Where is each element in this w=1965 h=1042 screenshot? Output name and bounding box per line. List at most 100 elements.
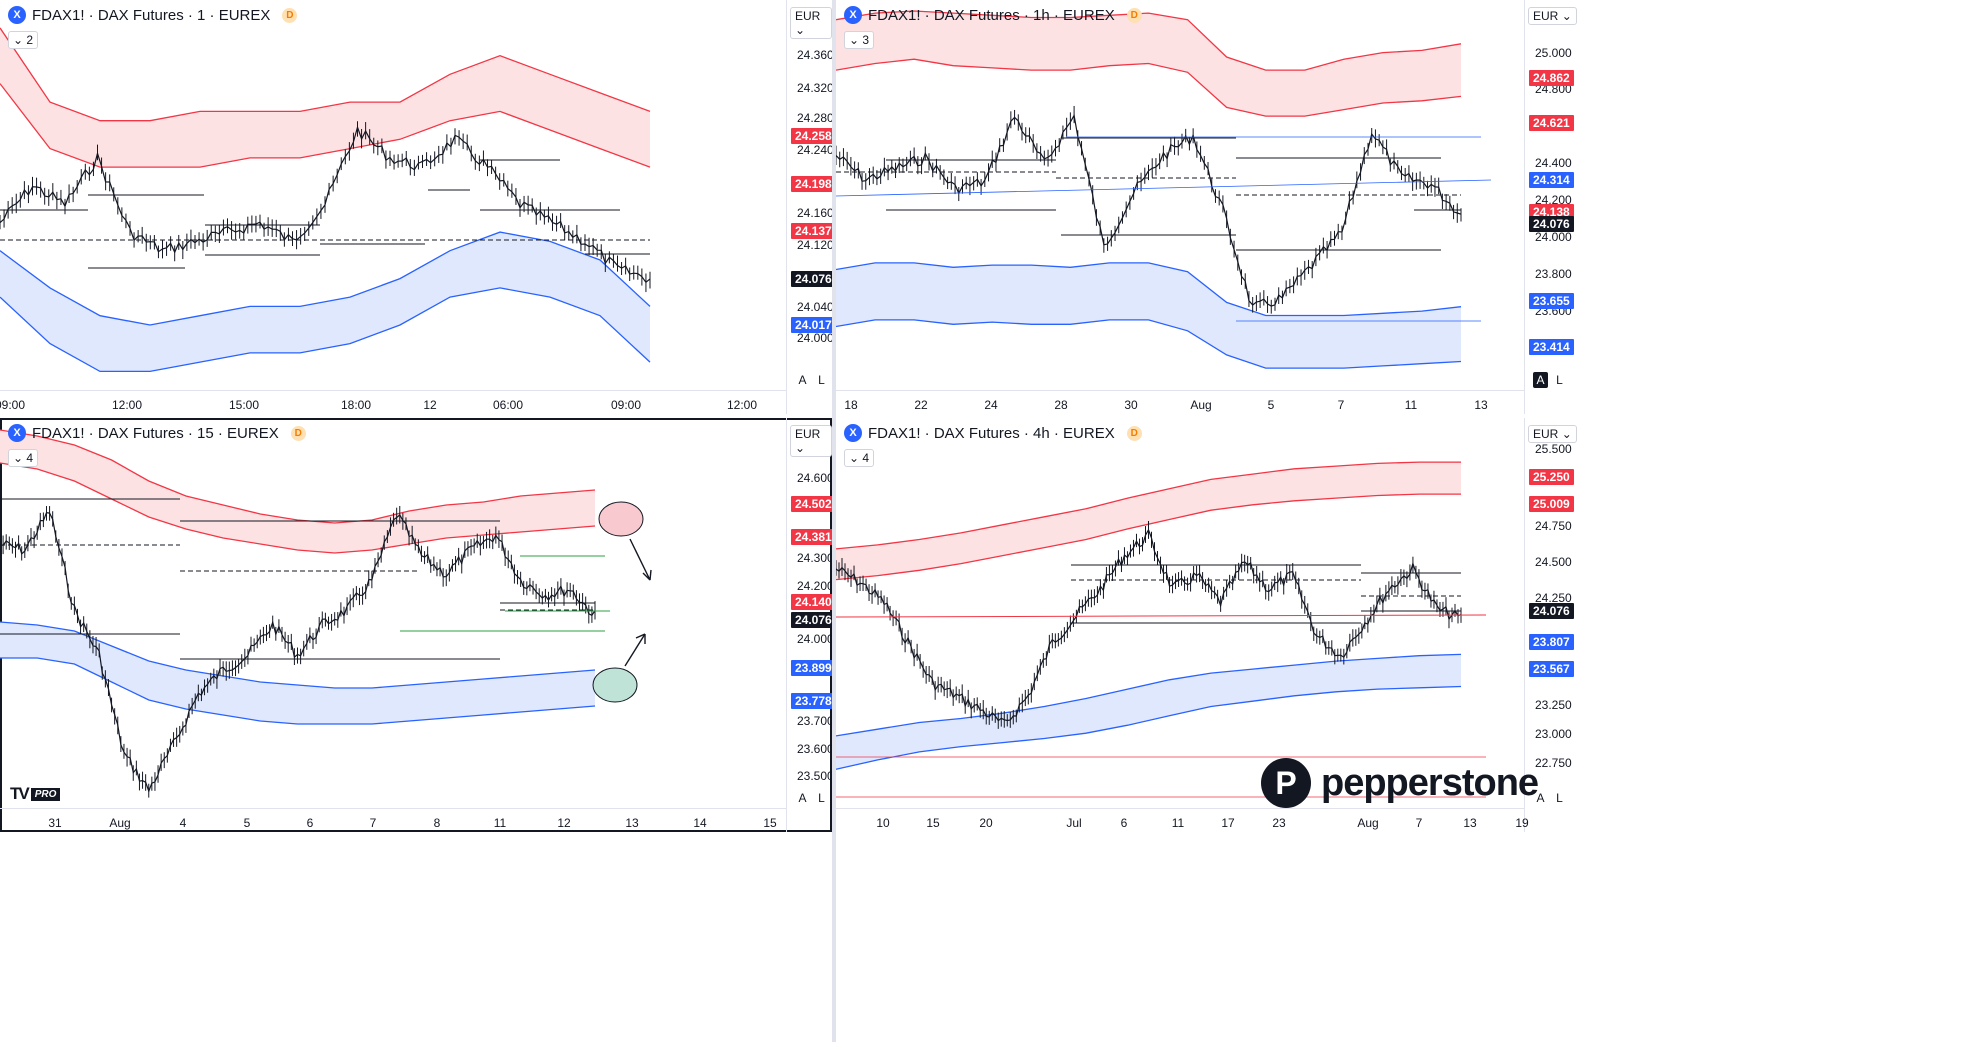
currency-select[interactable]: EUR ⌄: [790, 7, 832, 39]
upper-band-outer-line: [836, 461, 1461, 550]
watermark-label: PRO: [30, 787, 61, 801]
chart-canvas[interactable]: [0, 0, 832, 414]
time-axis[interactable]: 10 15 20 Jul 6 11 17 23 Aug 7 13 19: [836, 808, 1529, 832]
currency-label: EUR: [1533, 9, 1559, 23]
symbol-title[interactable]: FDAX1! · DAX Futures · 15 · EUREX: [32, 424, 279, 442]
currency-select[interactable]: EUR ⌄: [1528, 425, 1577, 443]
lower-band-fill: [836, 654, 1461, 770]
log-scale-button[interactable]: L: [818, 791, 825, 805]
time-tick-label: 6: [1120, 816, 1128, 830]
symbol-header[interactable]: X FDAX1! · DAX Futures · 4h · EUREX D: [844, 424, 1142, 442]
chevron-down-icon: ⌄: [849, 33, 860, 47]
time-tick-label: 20: [979, 816, 993, 830]
log-scale-button[interactable]: L: [818, 373, 825, 387]
bullish-zone-circle: [592, 667, 638, 703]
price-tag: 23.807: [1529, 634, 1574, 650]
time-axis[interactable]: 18 22 24 28 30 Aug 5 7 11 13: [836, 390, 1524, 414]
time-tick-label: 12: [557, 816, 571, 830]
chart-pane-1h[interactable]: X FDAX1! · DAX Futures · 1h · EUREX D ⌄ …: [836, 0, 1965, 414]
upper-band-outer-line: [0, 429, 596, 524]
price-tick-label: 24.000: [797, 632, 832, 646]
upper-band-outer-line: [836, 10, 1462, 71]
price-tag: 24.140: [791, 594, 832, 610]
chart-pane-15min[interactable]: X FDAX1! · DAX Futures · 15 · EUREX D ⌄ …: [0, 418, 832, 832]
auto-scale-button[interactable]: A: [1533, 372, 1548, 388]
price-tick-label: 24.300: [797, 551, 832, 565]
symbol-header[interactable]: X FDAX1! · DAX Futures · 1 · EUREX D: [8, 6, 298, 24]
currency-select[interactable]: EUR ⌄: [790, 425, 832, 457]
price-axis[interactable]: 25.500 24.750 24.500 24.250 23.250 23.000 22.7…: [1524, 418, 1574, 832]
lower-band-inner-line: [836, 262, 1462, 317]
auto-scale-button[interactable]: A: [798, 791, 807, 805]
symbol-header[interactable]: X FDAX1! · DAX Futures · 15 · EUREX D: [8, 424, 306, 442]
price-tag: 24.862: [1529, 70, 1574, 86]
indicators-toggle[interactable]: ⌄ 4: [8, 449, 39, 467]
pane-splitter-vertical[interactable]: [832, 0, 836, 1042]
log-scale-button[interactable]: L: [1556, 791, 1563, 805]
symbol-logo-icon: X: [844, 6, 862, 24]
auto-scale-button[interactable]: A: [798, 373, 807, 387]
indicator-count: 2: [26, 33, 34, 47]
indicators-toggle[interactable]: ⌄ 3: [844, 31, 875, 49]
price-axis[interactable]: 25.000 24.800 24.400 24.200 24.000 23.800 23.6…: [1524, 0, 1574, 414]
time-tick-label: 8: [433, 816, 441, 830]
time-tick-label: 11: [1404, 398, 1418, 412]
time-tick-label: 15:00: [228, 398, 260, 412]
time-tick-label: Aug: [109, 816, 131, 830]
chart-pane-4h[interactable]: X FDAX1! · DAX Futures · 4h · EUREX D ⌄ …: [836, 418, 1965, 832]
indicators-toggle[interactable]: ⌄ 4: [844, 449, 875, 467]
price-tag: 24.076: [1529, 603, 1574, 619]
time-tick-label: 11: [1171, 816, 1185, 830]
upper-band-fill: [836, 462, 1461, 580]
upper-band-inner-line: [0, 83, 651, 168]
currency-label: EUR: [795, 427, 821, 441]
time-tick-label: 17: [1221, 816, 1235, 830]
price-tick-label: 25.000: [1535, 46, 1572, 60]
time-axis[interactable]: 31 Aug 4 5 6 7 8 11 12 13 14 15: [0, 808, 786, 832]
time-tick-label: 18:00: [340, 398, 372, 412]
price-series-line: [0, 125, 651, 284]
time-tick-label: 15: [926, 816, 940, 830]
indicators-toggle[interactable]: ⌄ 2: [8, 31, 39, 49]
time-axis[interactable]: 09:00 12:00 15:00 18:00 12 06:00 09:00 12:00: [0, 390, 786, 414]
indicator-count: 4: [862, 451, 870, 465]
delayed-data-icon[interactable]: D: [1126, 425, 1142, 441]
price-axis[interactable]: 24.70024.60024.30024.20024.00023.70023.6…: [786, 418, 832, 832]
price-tick-label: 24.200: [797, 579, 832, 593]
log-scale-button[interactable]: L: [1556, 373, 1563, 387]
symbol-title[interactable]: FDAX1! · DAX Futures · 1h · EUREX: [868, 6, 1115, 24]
currency-label: EUR: [795, 9, 821, 23]
price-tick-label: 24.040: [797, 300, 832, 314]
time-tick-label: 23: [1272, 816, 1286, 830]
delayed-data-icon[interactable]: D: [1126, 7, 1142, 23]
horizontal-blue-line: [836, 179, 1492, 197]
symbol-header[interactable]: X FDAX1! · DAX Futures · 1h · EUREX D: [844, 6, 1142, 24]
indicator-count: 4: [26, 451, 34, 465]
chart-canvas[interactable]: [836, 418, 1965, 832]
price-tag: 24.381: [791, 529, 832, 545]
price-tick-label: 23.600: [797, 742, 832, 756]
price-tick-label: 23.800: [1535, 267, 1572, 281]
lower-band-outer-line: [836, 319, 1462, 369]
price-axis[interactable]: 24.360 24.320 24.280 24.240 24.160 24.120 24.0…: [786, 0, 832, 414]
symbol-title[interactable]: FDAX1! · DAX Futures · 4h · EUREX: [868, 424, 1115, 442]
currency-select[interactable]: EUR ⌄: [1528, 7, 1577, 25]
time-tick-label: 28: [1054, 398, 1068, 412]
price-tag: 25.250: [1529, 469, 1574, 485]
symbol-title[interactable]: FDAX1! · DAX Futures · 1 · EUREX: [32, 6, 271, 24]
time-tick-label: 7: [1415, 816, 1423, 830]
delayed-data-icon[interactable]: D: [290, 425, 306, 441]
chart-canvas[interactable]: [0, 418, 832, 832]
price-tag: 23.899: [791, 660, 832, 676]
down-arrow-head-icon: [642, 569, 652, 581]
chart-pane-1min[interactable]: X FDAX1! · DAX Futures · 1 · EUREX D ⌄ 2…: [0, 0, 832, 414]
time-tick-label: 5: [243, 816, 251, 830]
auto-scale-button[interactable]: A: [1536, 791, 1545, 805]
price-tag: 24.258: [791, 128, 832, 144]
delayed-data-icon[interactable]: D: [282, 7, 298, 23]
chart-canvas[interactable]: [836, 0, 1965, 414]
price-tick-label: 25.500: [1535, 442, 1572, 456]
tv-mark-icon: TV: [10, 784, 30, 803]
price-tick-label: 23.500: [797, 769, 832, 783]
lower-band-outer-line: [0, 657, 596, 725]
